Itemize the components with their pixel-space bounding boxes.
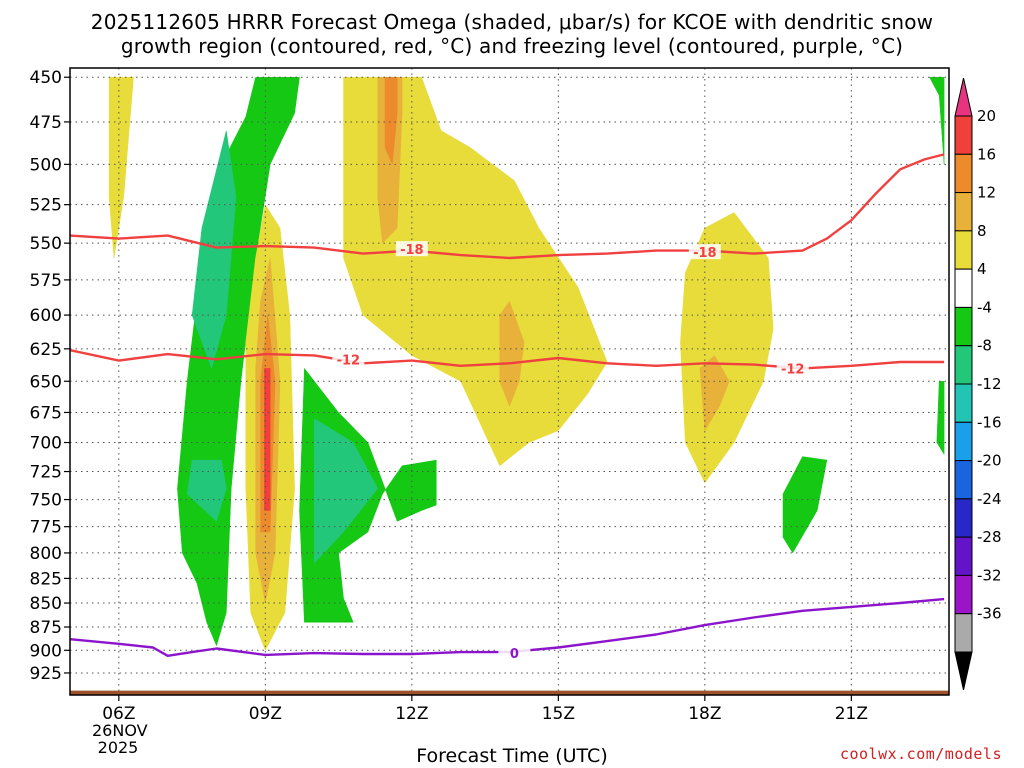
omega-region-sinking-midday — [343, 76, 608, 467]
contour-label-bg — [498, 645, 531, 661]
y-tick-label: 725 — [30, 463, 62, 483]
date-label-year: 2025 — [97, 738, 139, 757]
y-tick-label: 575 — [30, 271, 62, 291]
colorbar-box — [954, 498, 973, 538]
omega-region-upward-motion-edge-low — [936, 381, 945, 456]
y-tick-label: 450 — [30, 68, 62, 88]
colorbar-bottom-triangle — [954, 651, 973, 691]
date-label: 26NOV 2025 — [92, 721, 148, 757]
x-axis-label: Forecast Time (UTC) — [416, 745, 608, 767]
contour-label-bg — [332, 351, 365, 367]
omega-region-sinking-0900-red — [264, 368, 271, 511]
chart-subtitle: growth region (contoured, red, °C) and f… — [120, 34, 904, 58]
y-tick-label: 900 — [30, 641, 62, 661]
y-tick-label: 800 — [30, 544, 62, 564]
y-tick-label: 500 — [30, 155, 62, 175]
contour-label: -18 — [693, 246, 717, 261]
contour-labels: -18 -18 -12 -12 0 — [332, 241, 809, 662]
colorbar-box — [954, 268, 973, 308]
colorbar-box — [954, 115, 973, 155]
colorbar-label: -8 — [977, 337, 992, 355]
colorbar-label: 8 — [977, 222, 987, 240]
colorbar: 20 16 12 8 4 -4 -8 -12 -16 -20 -24 -28 -32 -36 — [954, 77, 1002, 691]
colorbar-box — [954, 460, 973, 500]
date-label-day: 26NOV — [92, 721, 148, 740]
grid — [70, 68, 949, 695]
y-tick-label: 525 — [30, 196, 62, 216]
contour-label: -18 — [400, 243, 424, 258]
colorbar-label: -20 — [977, 452, 1002, 470]
x-tick-label: 15Z — [542, 704, 575, 724]
colorbar-box — [954, 192, 973, 232]
y-tick-label: 775 — [30, 518, 62, 538]
contour-label: 0 — [510, 647, 519, 662]
y-tick-label: 750 — [30, 491, 62, 511]
y-tick-label: 650 — [30, 372, 62, 392]
omega-shading — [70, 76, 949, 695]
colorbar-label: -24 — [977, 490, 1002, 508]
colorbar-label: -4 — [977, 298, 992, 316]
x-tick-label: 18Z — [688, 704, 721, 724]
colorbar-label: -12 — [977, 375, 1002, 393]
contour-label: -12 — [337, 353, 361, 368]
colorbar-box — [954, 613, 973, 653]
contour-label-bg — [688, 244, 721, 260]
y-tick-label: 825 — [30, 569, 62, 589]
omega-region-sinking-afternoon-orange — [699, 355, 730, 432]
colorbar-box — [954, 230, 973, 270]
x-tick-label: 12Z — [395, 704, 428, 724]
contour-label-bg — [776, 360, 809, 376]
colorbar-label: 4 — [977, 260, 987, 278]
contour-line--18 — [70, 153, 945, 260]
colorbar-box — [954, 345, 973, 385]
colorbar-label: 16 — [977, 145, 996, 163]
y-tick-label: 700 — [30, 434, 62, 454]
colorbar-box — [954, 383, 973, 423]
omega-region-upward-motion-afternoon — [782, 456, 828, 554]
x-tick-label: 21Z — [835, 704, 868, 724]
y-tick-label: 875 — [30, 618, 62, 638]
y-tick-label: 475 — [30, 113, 62, 133]
y-tick-label: 625 — [30, 340, 62, 360]
x-tick-label: 09Z — [249, 704, 282, 724]
colorbar-box — [954, 306, 973, 347]
colorbar-box — [954, 536, 973, 576]
y-tick-label: 925 — [30, 664, 62, 684]
omega-region-upward-motion-early-low — [186, 459, 227, 522]
colorbar-label: -32 — [977, 566, 1002, 584]
chart-title: 2025112605 HRRR Forecast Omega (shaded, … — [90, 10, 934, 34]
colorbar-label: -28 — [977, 528, 1002, 546]
x-tick-label: 06Z — [102, 704, 135, 724]
contour-label: -12 — [781, 362, 805, 377]
y-tick-label: 600 — [30, 306, 62, 326]
axes: 450 475 500 525 550 575 600 625 650 675 700 725 750 7… — [30, 68, 868, 724]
colorbar-box — [954, 153, 973, 194]
colorbar-label: 12 — [977, 184, 996, 202]
contour-line-0 — [70, 597, 945, 657]
contour-label-bg — [395, 241, 428, 257]
y-tick-label: 675 — [30, 403, 62, 423]
colorbar-top-triangle — [954, 77, 973, 117]
credit-link[interactable]: coolwx.com/models — [839, 745, 1002, 763]
colorbar-box — [954, 421, 973, 462]
y-tick-label: 850 — [30, 594, 62, 614]
omega-region-upward-motion-late-morning-core — [313, 418, 378, 564]
y-tick-label: 550 — [30, 234, 62, 254]
terrain-strip — [70, 690, 949, 695]
colorbar-label: -16 — [977, 413, 1002, 431]
omega-region-upward-motion-early-core — [191, 130, 237, 370]
colorbar-box — [954, 574, 973, 615]
colorbar-label: 20 — [977, 107, 996, 125]
colorbar-label: -36 — [977, 605, 1002, 623]
